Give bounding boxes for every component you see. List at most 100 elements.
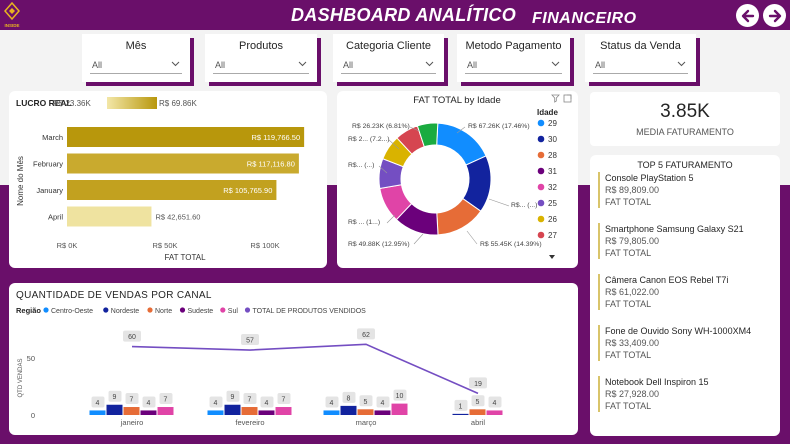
canal-chart[interactable]: QUANTIDADE DE VENDAS POR CANAL Região Ce… xyxy=(9,283,578,435)
filter-mes[interactable]: Mês All xyxy=(82,34,190,82)
filter-icon[interactable] xyxy=(551,94,560,103)
canal-legend-label[interactable]: Nordeste xyxy=(111,308,140,315)
lucro-value-label: R$ 119,766.50 xyxy=(251,133,300,142)
pie-legend-marker xyxy=(537,199,545,207)
top5-card: TOP 5 FATURAMENTO Console PlayStation 5 … xyxy=(590,155,780,436)
lucro-bar[interactable] xyxy=(67,153,299,174)
canal-legend-label[interactable]: Centro-Oeste xyxy=(51,308,93,315)
canal-bar[interactable] xyxy=(106,404,123,415)
canal-legend-label[interactable]: Sudeste xyxy=(188,308,214,315)
pie-slice-label: R$ ... (1...) xyxy=(348,219,380,226)
pie-legend-label[interactable]: 28 xyxy=(548,151,557,160)
product-value-label: FAT TOTAL xyxy=(605,197,652,207)
top5-item[interactable]: Notebook Dell Inspiron 15 R$ 27,928.00 F… xyxy=(598,376,773,412)
filter-categoria-cliente[interactable]: Categoria Cliente All xyxy=(333,34,444,82)
canal-bar[interactable] xyxy=(275,407,292,415)
canal-bar[interactable] xyxy=(89,410,106,415)
pie-legend-label[interactable]: 29 xyxy=(548,119,557,128)
lucro-bar[interactable] xyxy=(67,206,152,227)
canal-bar[interactable] xyxy=(469,409,486,415)
canal-bar[interactable] xyxy=(374,410,391,415)
canal-value-bg xyxy=(260,396,274,408)
canal-bar[interactable] xyxy=(452,413,469,415)
pie-card: FAT TOTAL by Idade R$ 67.26K (17.46%) R$.… xyxy=(337,91,578,268)
pie-legend-label[interactable]: 31 xyxy=(548,167,557,176)
canal-value-label: 4 xyxy=(493,400,497,407)
canal-bar[interactable] xyxy=(258,410,275,415)
legend-scroll-down-icon[interactable] xyxy=(549,255,555,259)
filter-value: All xyxy=(215,60,226,70)
canal-bar[interactable] xyxy=(391,403,408,415)
pie-legend-marker xyxy=(537,167,545,175)
filter-label: Produtos xyxy=(238,40,284,52)
canal-value-bg xyxy=(159,393,173,405)
pie-legend-label[interactable]: 27 xyxy=(548,231,557,240)
pie-legend-label[interactable]: 32 xyxy=(548,183,557,192)
canal-line-value-label: 57 xyxy=(246,338,254,345)
pie-legend-marker xyxy=(537,215,545,223)
lucro-value-label: R$ 117,116.80 xyxy=(247,160,295,169)
canal-legend-marker xyxy=(103,307,109,313)
filter-status-venda[interactable]: Status da Venda All xyxy=(585,34,696,82)
filter-select[interactable]: All xyxy=(213,56,309,74)
lucro-category-label: April xyxy=(48,213,63,222)
filter-select[interactable]: All xyxy=(465,56,562,74)
filter-produtos[interactable]: Produtos All xyxy=(205,34,317,82)
canal-bar[interactable] xyxy=(340,405,357,415)
canal-total-line[interactable] xyxy=(131,343,479,395)
canal-legend-label[interactable]: TOTAL DE PRODUTOS VENDIDOS xyxy=(253,308,367,315)
canal-value-bg xyxy=(91,396,105,408)
filter-value: All xyxy=(467,60,478,70)
canal-bar[interactable] xyxy=(224,404,241,415)
product-value: R$ 79,805.00 xyxy=(605,236,660,246)
pie-leader-line xyxy=(386,214,396,224)
pie-leader-line xyxy=(488,198,510,207)
lucro-xlabel: FAT TOTAL xyxy=(164,253,206,262)
lucro-min-label: R$ 23.36K xyxy=(53,99,91,108)
canal-line-value-bg xyxy=(469,377,487,389)
canal-bar[interactable] xyxy=(486,410,503,415)
lucro-bar[interactable] xyxy=(67,127,305,147)
pie-legend-label[interactable]: 25 xyxy=(548,199,557,208)
canal-bar[interactable] xyxy=(323,410,340,415)
back-button[interactable] xyxy=(736,4,759,27)
top5-item[interactable]: Câmera Canon EOS Rebel T7i R$ 61,022.00 … xyxy=(598,274,773,310)
top5-item[interactable]: Smartphone Samsung Galaxy S21 R$ 79,805.… xyxy=(598,223,773,259)
top5-item[interactable]: Fone de Ouvido Sony WH-1000XM4 R$ 33,409… xyxy=(598,325,773,361)
canal-legend-label[interactable]: Sul xyxy=(228,308,239,315)
lucro-max-label: R$ 69.86K xyxy=(159,99,197,108)
product-name: Câmera Canon EOS Rebel T7i xyxy=(605,275,729,285)
pie-chart[interactable]: FAT TOTAL by Idade R$ 67.26K (17.46%) R$.… xyxy=(337,91,578,268)
canal-value-label: 4 xyxy=(265,400,269,407)
canal-value-label: 7 xyxy=(164,397,168,404)
canal-value-bg xyxy=(342,391,356,403)
canal-legend-label[interactable]: Norte xyxy=(155,308,172,315)
filter-select[interactable]: All xyxy=(90,56,182,74)
pie-slice[interactable] xyxy=(416,122,439,148)
top5-item[interactable]: Console PlayStation 5 R$ 89,809.00 FAT T… xyxy=(598,172,773,208)
filter-select[interactable]: All xyxy=(593,56,688,74)
forward-button[interactable] xyxy=(763,4,786,27)
pie-legend-label[interactable]: 26 xyxy=(548,215,557,224)
canal-bar[interactable] xyxy=(140,410,157,415)
filter-select[interactable]: All xyxy=(341,56,436,74)
canal-ylabel: QTD VENDAS xyxy=(18,358,24,397)
pie-slice-label: R$ 26.23K (6.81%) xyxy=(352,123,410,130)
kpi-label: MEDIA FATURAMENTO xyxy=(636,127,734,137)
pie-legend-marker xyxy=(537,183,545,191)
lucro-value-label: R$ 105,765.90 xyxy=(223,186,272,195)
canal-value-label: 7 xyxy=(282,397,286,404)
lucro-chart[interactable]: LUCRO REAL R$ 23.36K R$ 69.86K Nome do M… xyxy=(9,91,327,268)
lucro-xtick: R$ 100K xyxy=(250,241,279,250)
canal-bar[interactable] xyxy=(207,410,224,415)
canal-bar[interactable] xyxy=(157,407,174,415)
canal-category-label: fevereiro xyxy=(235,418,264,427)
lucro-bar[interactable] xyxy=(67,180,277,200)
pie-legend-label[interactable]: 30 xyxy=(548,135,557,144)
filter-metodo-pagamento[interactable]: Metodo Pagamento All xyxy=(457,34,570,82)
canal-bar[interactable] xyxy=(357,409,374,415)
canal-value-bg xyxy=(209,396,223,408)
expand-icon[interactable] xyxy=(563,94,572,103)
canal-bar[interactable] xyxy=(123,407,140,415)
canal-bar[interactable] xyxy=(241,407,258,415)
